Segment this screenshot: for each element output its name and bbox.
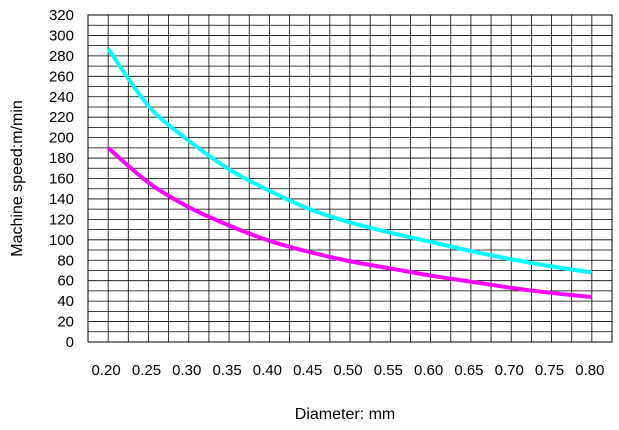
y-tick-label: 0 xyxy=(66,334,74,351)
y-tick-label: 60 xyxy=(57,273,74,290)
y-tick-label: 40 xyxy=(57,293,74,310)
x-tick-label: 0.20 xyxy=(92,362,121,379)
y-tick-label: 80 xyxy=(57,252,74,269)
x-tick-label: 0.75 xyxy=(535,362,564,379)
x-tick-label: 0.60 xyxy=(414,362,443,379)
series-lines xyxy=(106,47,593,300)
plot-frame xyxy=(87,14,613,343)
y-tick-labels: 0 20 40 60 80 100 120 140 160 180 200 220 240 260 280 3… xyxy=(49,7,74,351)
y-tick-label: 180 xyxy=(49,150,74,167)
x-tick-label: 0.35 xyxy=(212,362,241,379)
y-tick-label: 260 xyxy=(49,68,74,85)
y-tick-label: 200 xyxy=(49,130,74,147)
x-tick-label: 0.55 xyxy=(374,362,403,379)
y-tick-label: 220 xyxy=(49,109,74,126)
x-tick-label: 0.70 xyxy=(495,362,524,379)
y-tick-label: 280 xyxy=(49,48,74,65)
x-axis-title: Diameter: mm xyxy=(295,406,395,423)
y-tick-label: 140 xyxy=(49,191,74,208)
y-tick-label: 100 xyxy=(49,232,74,249)
series-line-1 xyxy=(106,47,593,275)
series-line-2 xyxy=(106,146,593,300)
x-tick-label: 0.80 xyxy=(575,362,604,379)
y-tick-label: 300 xyxy=(49,27,74,44)
x-tick-labels: 0.20 0.25 0.30 0.35 0.40 0.45 0.50 0.55 0.60 0.65… xyxy=(92,362,605,379)
y-axis-title: Machine speed:m/min xyxy=(9,100,26,257)
x-tick-label: 0.40 xyxy=(253,362,282,379)
grid xyxy=(87,14,613,343)
y-tick-label: 160 xyxy=(49,171,74,188)
x-tick-label: 0.65 xyxy=(454,362,483,379)
x-tick-label: 0.30 xyxy=(172,362,201,379)
x-tick-label: 0.25 xyxy=(132,362,161,379)
y-tick-label: 120 xyxy=(49,211,74,228)
y-tick-label: 320 xyxy=(49,7,74,24)
x-tick-label: 0.45 xyxy=(293,362,322,379)
y-tick-label: 20 xyxy=(57,314,74,331)
x-tick-label: 0.50 xyxy=(333,362,362,379)
y-tick-label: 240 xyxy=(49,89,74,106)
